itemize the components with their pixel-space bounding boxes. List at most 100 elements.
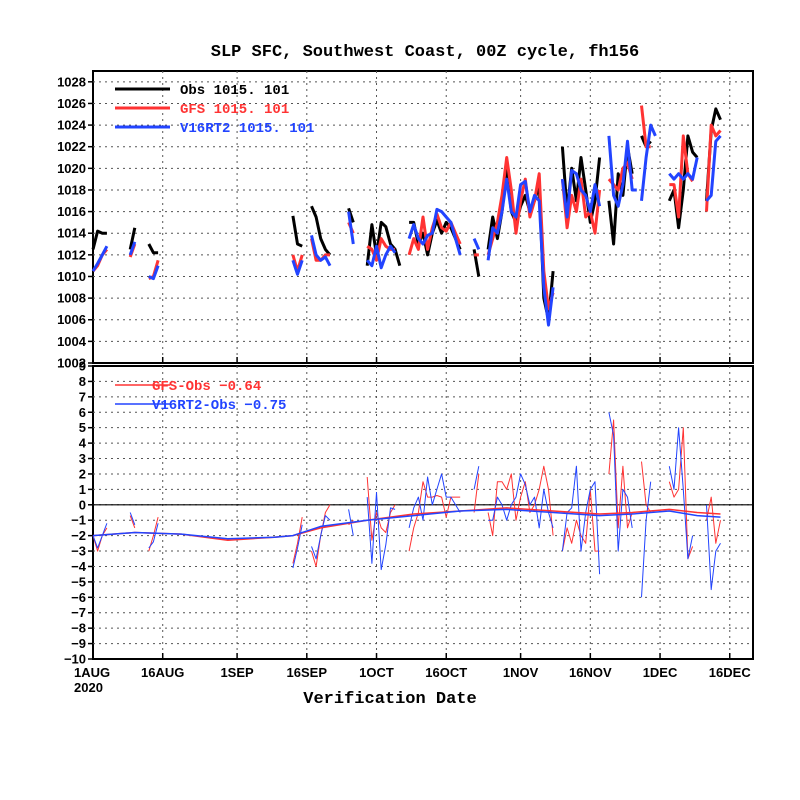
y-tick-label: 1016 — [57, 204, 86, 219]
series-line-v16rt2-obs — [473, 466, 480, 490]
legend-entry: GFS 1015. 101 — [180, 102, 289, 118]
series-line-v16rt2 — [91, 245, 109, 272]
y-tick-label: 8 — [79, 374, 86, 389]
series-line-v16rt2 — [347, 211, 355, 245]
series-line-v16rt2-obs — [408, 473, 461, 529]
x-tick-label: 1DEC — [643, 665, 678, 680]
series-line-v16rt2-obs — [641, 481, 652, 598]
y-tick-label: 3 — [79, 451, 86, 466]
series-line-gfs-obs — [292, 517, 303, 564]
x-tick-label: 16OCT — [425, 665, 467, 680]
y-tick-label: −1 — [71, 513, 86, 528]
series-line-gfs-obs — [92, 527, 108, 552]
series-line-v16rt2-obs — [148, 523, 159, 549]
series-line-v16rt2-obs — [608, 412, 633, 552]
series-line-v16rt2 — [607, 135, 637, 208]
series-line-v16rt2 — [291, 259, 304, 276]
series-line-gfs-obs — [706, 496, 721, 544]
series-line-gfs-obs — [608, 419, 633, 529]
slp-panel: 1002 1004 1006 1008 1010 1012 1014 1016 1018 1020… — [57, 70, 754, 371]
y-tick-label: −4 — [71, 559, 87, 574]
series-line-gfs-obs — [366, 476, 396, 541]
series-line-gfs-obs — [668, 427, 694, 560]
series-line-v16rt2 — [128, 241, 137, 256]
legend-entry: GFS-Obs −0.64 — [152, 379, 261, 395]
series-line-gfs-obs — [487, 465, 554, 537]
y-tick-label: 4 — [79, 436, 87, 451]
y-tick-label: 0 — [79, 497, 86, 512]
y-tick-label: 1022 — [57, 139, 86, 154]
series-line-v16rt2 — [640, 123, 657, 201]
y-tick-label: 1008 — [57, 291, 86, 306]
series-line-gfs-obs — [561, 488, 600, 552]
x-axis-label: Verification Date — [303, 690, 476, 709]
series-line-v16rt2-obs-mean — [92, 508, 721, 540]
series-line-v16rt2-obs — [366, 492, 396, 571]
series-line-v16rt2 — [472, 238, 481, 250]
x-tick-label: 16NOV — [569, 665, 612, 680]
series-line-gfs — [640, 105, 651, 149]
plot-frame — [92, 70, 754, 364]
series-line-v16rt2 — [407, 207, 462, 256]
y-tick-label: 1014 — [57, 226, 87, 241]
series-line-v16rt2 — [486, 177, 555, 327]
y-tick-label: 1020 — [57, 161, 86, 176]
series-line-v16rt2 — [668, 157, 699, 181]
y-tick-label: 1010 — [57, 269, 86, 284]
y-tick-label: 1006 — [57, 312, 86, 327]
series-line-obs — [291, 215, 303, 248]
series-line-v16rt2 — [148, 265, 160, 281]
series-line-v16rt2-obs — [706, 504, 721, 591]
x-tick-label: 1AUG — [74, 665, 110, 680]
series-line-gfs-obs-mean — [92, 507, 721, 542]
legend-entry: Obs 1015. 101 — [180, 83, 289, 99]
plot-frame — [92, 365, 754, 660]
x-tick-label: 1NOV — [503, 665, 539, 680]
x-tick-label: 1SEP — [220, 665, 254, 680]
series-line-gfs — [366, 237, 396, 262]
series-line-gfs — [560, 177, 602, 235]
series-line-obs — [128, 227, 137, 250]
series-line-v16rt2-obs — [129, 512, 136, 525]
series-line-obs — [147, 243, 159, 255]
x-tick-label: 1OCT — [359, 665, 394, 680]
y-tick-label: 1012 — [57, 247, 86, 262]
series-line-gfs-obs — [473, 473, 480, 513]
y-tick-label: 1002 — [57, 356, 86, 371]
series-line-gfs-obs — [129, 515, 136, 529]
y-tick-label: 5 — [79, 420, 86, 435]
series-line-obs — [347, 207, 355, 223]
y-tick-label: 1004 — [57, 334, 87, 349]
y-tick-label: −3 — [71, 544, 86, 559]
y-tick-label: −9 — [71, 636, 86, 651]
series-line-obs — [310, 205, 332, 256]
y-tick-label: 1024 — [57, 118, 87, 133]
y-tick-label: 1026 — [57, 96, 86, 111]
y-tick-label: 1 — [79, 482, 86, 497]
series-line-v16rt2-obs — [311, 515, 331, 560]
y-tick-label: 2 — [79, 466, 86, 481]
series-line-gfs-obs — [641, 461, 652, 513]
chart-title: SLP SFC, Southwest Coast, 00Z cycle, fh1… — [211, 43, 639, 62]
series-line-gfs-obs — [408, 481, 461, 552]
series-line-v16rt2-obs — [92, 523, 108, 549]
y-tick-label: −5 — [71, 574, 86, 589]
y-tick-label: 6 — [79, 405, 86, 420]
x-tick-label: 16AUG — [141, 665, 184, 680]
series-line-v16rt2 — [560, 169, 602, 219]
y-tick-label: 1018 — [57, 182, 86, 197]
series-line-v16rt2-obs — [561, 465, 601, 575]
y-tick-label: −8 — [71, 621, 86, 636]
y-tick-label: 9 — [79, 359, 86, 374]
y-tick-label: 1028 — [57, 74, 86, 89]
series-line-v16rt2-obs — [668, 427, 694, 560]
y-tick-label: −6 — [71, 590, 86, 605]
legend-entry: V16RT2 1015. 101 — [180, 121, 314, 137]
x-tick-label: 16SEP — [287, 665, 328, 680]
y-tick-label: −2 — [71, 528, 86, 543]
series-line-obs — [91, 229, 107, 250]
y-tick-label: 7 — [79, 389, 86, 404]
legend-entry: V16RT2-Obs −0.75 — [152, 398, 286, 414]
